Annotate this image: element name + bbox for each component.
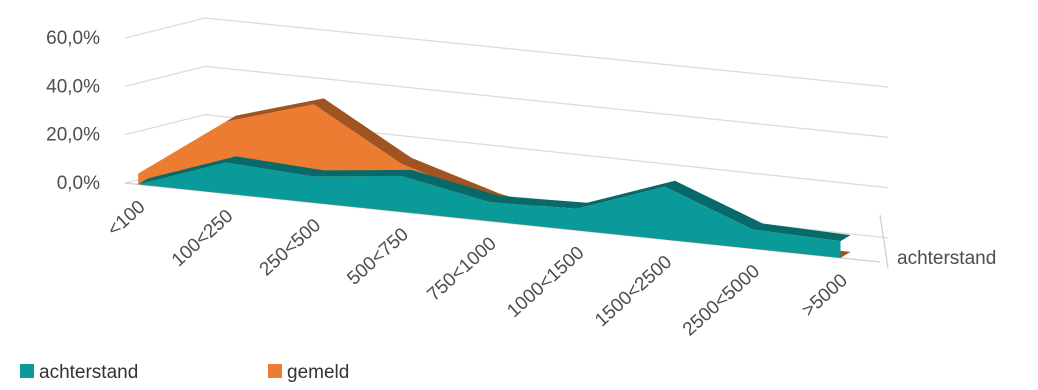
- right-wall-edge: [879, 214, 889, 269]
- x-tick-label: 750<1000: [423, 233, 500, 306]
- series-achterstand: [138, 156, 851, 258]
- y-tick-label: 40,0%: [46, 76, 100, 97]
- gridline-left: [124, 65, 206, 87]
- area-gemeld: [138, 104, 841, 258]
- plot-areas: [138, 98, 851, 258]
- legend-label-achterstand: achterstand: [39, 362, 138, 383]
- area-depth-achterstand: [138, 156, 851, 242]
- area-achterstand: [138, 162, 841, 258]
- y-tick-label: 60,0%: [46, 28, 100, 49]
- gridline: [204, 17, 889, 88]
- legend: achterstand gemeld: [20, 362, 349, 383]
- x-tick-label: 1500<2500: [591, 252, 676, 332]
- y-axis-ticks: 0,0% 20,0% 40,0% 60,0%: [46, 28, 100, 194]
- legend-label-gemeld: gemeld: [287, 362, 349, 383]
- x-tick-label: 500<750: [343, 224, 412, 289]
- x-tick-label: 100<250: [168, 206, 237, 271]
- legend-swatch-achterstand: [20, 364, 34, 378]
- x-tick-label: 2500<5000: [679, 261, 764, 341]
- x-tick-label: 250<500: [256, 215, 325, 280]
- x-tick-label: >5000: [798, 270, 852, 321]
- gridline-left: [124, 114, 206, 136]
- x-tick-label: 1000<1500: [503, 242, 588, 322]
- gridline-left: [124, 17, 206, 39]
- gridline: [204, 65, 889, 138]
- legend-swatch-gemeld: [268, 364, 282, 378]
- y-tick-label: 20,0%: [46, 125, 100, 146]
- x-tick-label: <100: [104, 196, 150, 240]
- y-tick-label: 0,0%: [57, 173, 100, 194]
- depth-axis-label: achterstand: [897, 248, 996, 269]
